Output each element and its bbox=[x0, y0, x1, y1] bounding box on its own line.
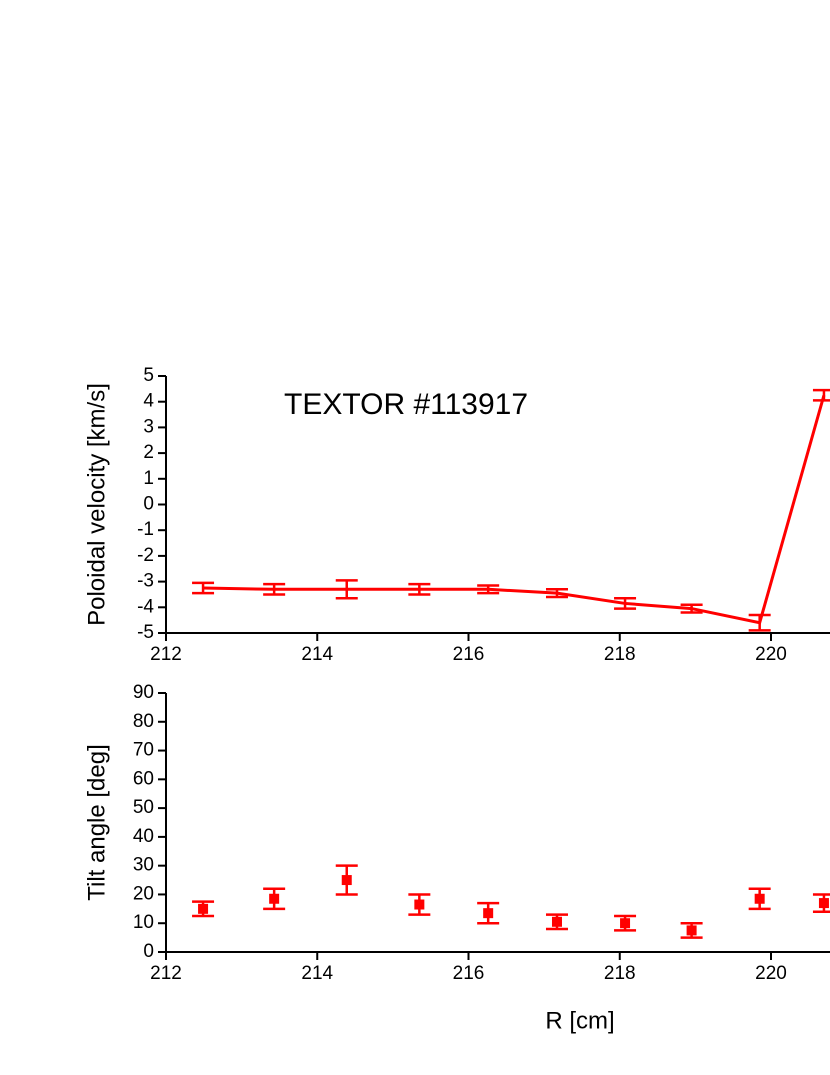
data-point bbox=[620, 918, 631, 929]
y-tick-label: -1 bbox=[137, 519, 154, 540]
x-tick-label: 218 bbox=[604, 963, 636, 984]
x-tick-label: 214 bbox=[301, 644, 333, 665]
y-tick-label: -5 bbox=[137, 622, 154, 643]
data-point bbox=[686, 925, 697, 936]
y-tick-label: 40 bbox=[133, 826, 154, 847]
data-point bbox=[754, 893, 765, 904]
y-tick-label: -3 bbox=[137, 571, 154, 592]
data-point bbox=[414, 899, 425, 910]
x-axis-label: R [cm] bbox=[545, 1007, 614, 1034]
y-tick-label: 20 bbox=[133, 883, 154, 904]
y-tick-label: 50 bbox=[133, 797, 154, 818]
y-tick-label: 1 bbox=[143, 468, 154, 489]
x-tick-label: 214 bbox=[301, 963, 333, 984]
data-line bbox=[203, 394, 826, 625]
y-tick-label: 0 bbox=[143, 494, 154, 515]
data-point bbox=[198, 903, 209, 914]
x-tick-label: 220 bbox=[755, 644, 787, 665]
data-point bbox=[269, 893, 280, 904]
x-tick-label: 212 bbox=[150, 963, 182, 984]
y-tick-label: 70 bbox=[133, 740, 154, 761]
y-tick-label: 80 bbox=[133, 711, 154, 732]
annotation: TEXTOR #113917 bbox=[284, 388, 528, 421]
x-tick-label: 216 bbox=[453, 963, 485, 984]
x-tick-label: 212 bbox=[150, 644, 182, 665]
y-tick-label: 2 bbox=[143, 442, 154, 463]
x-tick-label: 216 bbox=[453, 644, 485, 665]
y-tick-label: 90 bbox=[133, 682, 154, 703]
y-tick-label: 0 bbox=[143, 941, 154, 962]
y-tick-label: -2 bbox=[137, 545, 154, 566]
x-tick-label: 218 bbox=[604, 644, 636, 665]
y-tick-label: 30 bbox=[133, 855, 154, 876]
y-axis-label: Poloidal velocity [km/s] bbox=[83, 383, 110, 626]
y-tick-label: 60 bbox=[133, 768, 154, 789]
y-axis-label: Tilt angle [deg] bbox=[83, 744, 110, 901]
y-tick-label: 5 bbox=[143, 365, 154, 386]
y-tick-label: 10 bbox=[133, 912, 154, 933]
data-point bbox=[818, 898, 829, 909]
y-tick-label: 4 bbox=[143, 391, 154, 412]
data-point bbox=[341, 875, 352, 886]
y-tick-label: 3 bbox=[143, 416, 154, 437]
data-point bbox=[551, 916, 562, 927]
y-tick-label: -4 bbox=[137, 596, 154, 617]
data-point bbox=[483, 908, 494, 919]
x-tick-label: 220 bbox=[755, 963, 787, 984]
